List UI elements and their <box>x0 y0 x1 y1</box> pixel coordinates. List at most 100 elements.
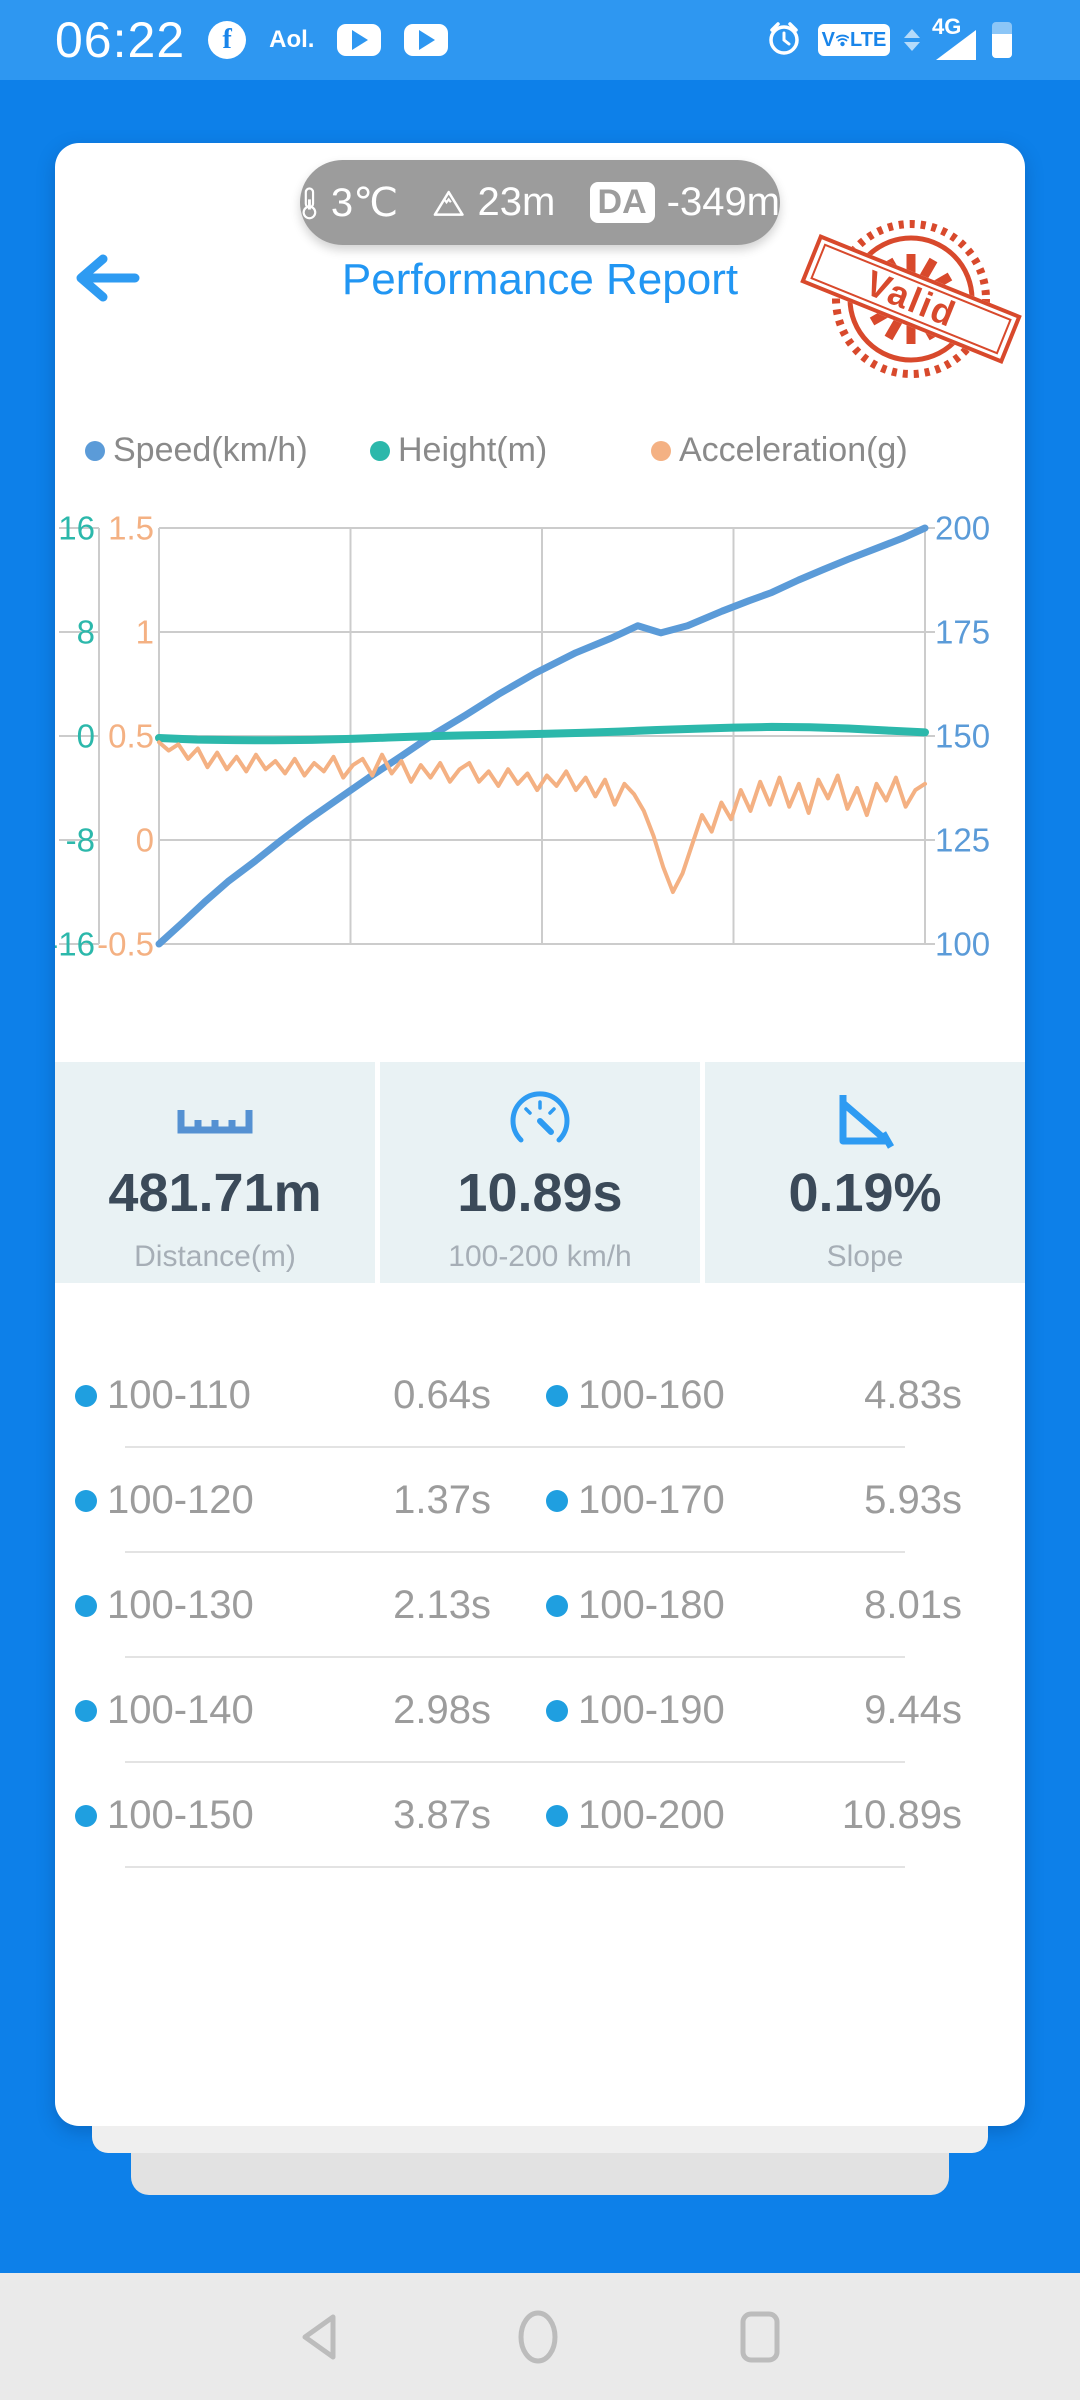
svg-text:125: 125 <box>935 822 990 859</box>
status-bar: 06:22 f Aol. V <box>0 0 1080 80</box>
alarm-clock-icon <box>764 18 804 63</box>
youtube-icon <box>404 24 449 56</box>
speed-dot-icon <box>85 440 105 461</box>
chart-legend: Speed(km/h) Height(m) Acceleration(g) <box>55 431 1025 477</box>
ruler-icon <box>177 1086 253 1156</box>
split-range: 100-110 <box>107 1373 251 1417</box>
stacked-card-2 <box>131 2153 949 2195</box>
performance-chart: 16 8 0 -8 -16 1.5 1 0.5 0 -0.5 200 175 150 125 100 <box>47 501 1025 971</box>
split-time: 8.01s <box>864 1583 962 1627</box>
split-range: 100-180 <box>578 1583 725 1627</box>
split-time: 9.44s <box>864 1688 962 1732</box>
svg-text:100: 100 <box>935 926 990 963</box>
row-divider <box>125 1656 905 1658</box>
nav-recents-button[interactable] <box>700 2273 820 2400</box>
svg-text:1.5: 1.5 <box>108 510 154 547</box>
svg-text:0: 0 <box>136 822 154 859</box>
split-dot-icon <box>546 1699 568 1722</box>
split-dot-icon <box>546 1804 568 1827</box>
svg-text:200: 200 <box>935 510 990 547</box>
split-row: 100-130 2.13s 100-180 8.01s <box>55 1553 1025 1658</box>
svg-text:16: 16 <box>58 510 95 547</box>
split-half: 100-180 8.01s <box>546 1583 962 1628</box>
page-title: Performance Report <box>341 255 739 304</box>
split-dot-icon <box>546 1489 568 1512</box>
mountain-icon <box>433 190 464 216</box>
split-time: 2.13s <box>393 1583 491 1627</box>
legend-item-height: Height(m) <box>370 431 547 470</box>
back-arrow-button[interactable] <box>73 253 143 303</box>
split-range: 100-130 <box>107 1583 254 1627</box>
split-range: 100-190 <box>578 1688 725 1732</box>
svg-text:-8: -8 <box>66 822 95 859</box>
volte-o-icon <box>836 34 850 47</box>
aol-icon: Aol. <box>269 26 315 53</box>
distance-value: 481.71m <box>108 1163 322 1223</box>
row-divider <box>125 1551 905 1553</box>
nav-home-icon <box>518 2310 558 2363</box>
split-range: 100-200 <box>578 1793 725 1837</box>
da-badge: DA <box>589 181 655 224</box>
altitude-value: 23m <box>477 180 556 224</box>
nav-back-icon <box>302 2314 336 2359</box>
split-time: 3.87s <box>393 1793 491 1837</box>
split-dot-icon <box>75 1594 97 1617</box>
distance-caption: Distance(m) <box>134 1240 296 1273</box>
row-divider <box>125 1866 905 1868</box>
row-divider <box>125 1761 905 1763</box>
split-times-table: 100-110 0.64s 100-160 4.83s 100-120 1.37s 100-… <box>55 1343 1025 1868</box>
split-time: 1.37s <box>393 1478 491 1522</box>
svg-text:1: 1 <box>136 614 154 651</box>
split-row: 100-120 1.37s 100-170 5.93s <box>55 1448 1025 1553</box>
split-row: 100-140 2.98s 100-190 9.44s <box>55 1658 1025 1763</box>
nav-home-button[interactable] <box>478 2273 598 2400</box>
time-caption: 100-200 km/h <box>448 1240 632 1273</box>
split-row: 100-110 0.64s 100-160 4.83s <box>55 1343 1025 1448</box>
nav-back-button[interactable] <box>258 2273 378 2400</box>
split-range: 100-170 <box>578 1478 725 1522</box>
status-bar-left: 06:22 f Aol. <box>55 0 449 80</box>
svg-text:-0.5: -0.5 <box>97 926 154 963</box>
svg-text:0.5: 0.5 <box>108 718 154 755</box>
split-half: 100-170 5.93s <box>546 1478 962 1523</box>
gauge-icon <box>508 1086 572 1156</box>
thermometer-icon <box>302 186 317 219</box>
split-range: 100-160 <box>578 1373 725 1417</box>
temperature-value: 3℃ <box>330 180 399 225</box>
row-divider <box>125 1446 905 1448</box>
da-value: -349m <box>666 180 781 224</box>
split-dot-icon <box>75 1489 97 1512</box>
volte-badge: V LTE <box>818 24 890 56</box>
legend-item-acceleration: Acceleration(g) <box>651 431 908 470</box>
split-dot-icon <box>75 1804 97 1827</box>
nav-recents-icon <box>740 2311 780 2362</box>
split-row: 100-150 3.87s 100-200 10.89s <box>55 1763 1025 1868</box>
height-dot-icon <box>370 440 390 461</box>
svg-text:150: 150 <box>935 718 990 755</box>
split-half: 100-130 2.13s <box>75 1583 546 1628</box>
updown-arrows-icon <box>904 29 920 51</box>
svg-text:-16: -16 <box>55 926 95 963</box>
stat-time: 10.89s 100-200 km/h <box>380 1062 700 1283</box>
valid-stamp: Valid <box>800 216 1022 382</box>
time-value: 10.89s <box>457 1163 623 1223</box>
split-half: 100-160 4.83s <box>546 1373 962 1418</box>
svg-text:8: 8 <box>77 614 95 651</box>
split-time: 10.89s <box>841 1793 962 1837</box>
split-time: 0.64s <box>393 1373 491 1417</box>
slope-icon <box>833 1086 897 1156</box>
youtube-icon <box>337 24 382 56</box>
signal-4g-icon: 4G <box>932 14 978 62</box>
environment-pill: 3℃ 23m DA -349m <box>300 160 780 245</box>
svg-text:0: 0 <box>77 718 95 755</box>
split-half: 100-190 9.44s <box>546 1688 962 1733</box>
battery-icon <box>992 22 1012 58</box>
split-range: 100-140 <box>107 1688 254 1732</box>
acceleration-dot-icon <box>651 440 671 461</box>
clock-time: 06:22 <box>55 12 186 68</box>
split-time: 5.93s <box>864 1478 962 1522</box>
stats-band: 481.71m Distance(m) 10.89s 100-200 km/h <box>55 1062 1025 1283</box>
split-half: 100-140 2.98s <box>75 1688 546 1733</box>
slope-value: 0.19% <box>788 1163 942 1223</box>
